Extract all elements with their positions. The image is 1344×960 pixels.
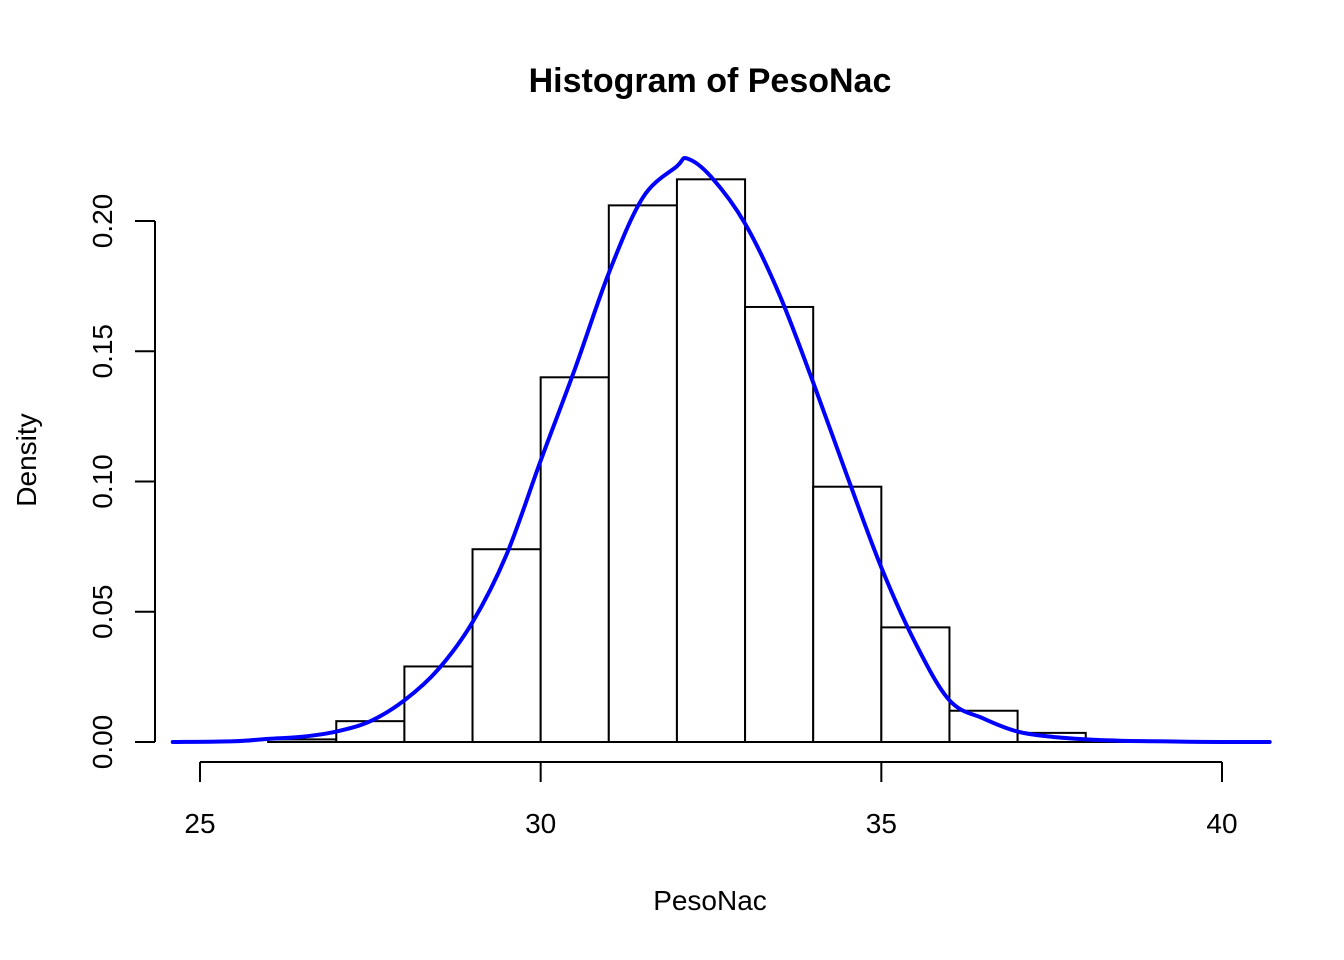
histogram-bar-1: [335, 720, 406, 743]
chart-title: Histogram of PesoNac: [529, 62, 892, 100]
y-axis: 0.00 0.05 0.10 0.15 0.20: [87, 194, 156, 770]
x-axis-label: PesoNac: [653, 885, 767, 916]
histogram-bar-2: [403, 665, 474, 744]
x-tick-label-3: 40: [1206, 808, 1237, 839]
histogram-bar-5: [607, 204, 678, 743]
y-tick-label-3: 0.15: [87, 324, 118, 379]
x-tick-label-2: 35: [866, 808, 897, 839]
x-tick-label-1: 30: [525, 808, 556, 839]
x-tick-label-0: 25: [184, 808, 215, 839]
y-tick-label-4: 0.20: [87, 194, 118, 249]
histogram-bar-8: [812, 485, 883, 743]
y-tick-label-2: 0.10: [87, 454, 118, 509]
x-axis: 25 30 35 40: [184, 761, 1238, 839]
histogram-bars: [267, 178, 1155, 744]
y-tick-label-1: 0.05: [87, 585, 118, 640]
y-axis-label: Density: [11, 413, 42, 506]
density-curve: [170, 156, 1272, 745]
y-tick-label-0: 0.00: [87, 715, 118, 770]
histogram-bar-6: [675, 178, 747, 743]
histogram-bar-3: [471, 548, 542, 743]
histogram-bar-7: [744, 305, 815, 743]
